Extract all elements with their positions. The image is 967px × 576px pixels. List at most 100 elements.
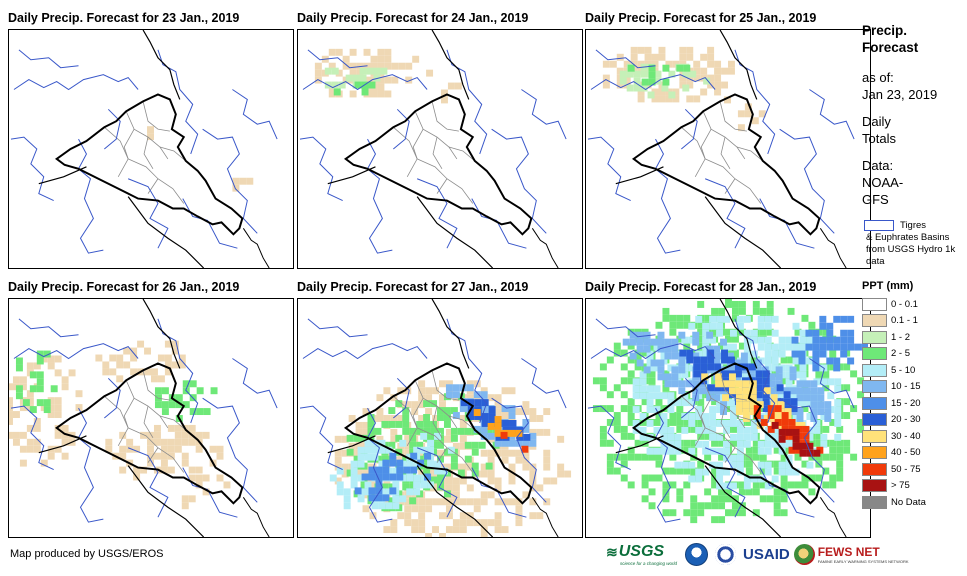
precip-cell: [723, 440, 730, 448]
precip-cell: [716, 419, 724, 427]
precip-cell: [776, 384, 784, 392]
precip-cell: [819, 350, 827, 358]
precip-cell: [829, 481, 837, 489]
precip-cell: [119, 445, 127, 453]
precip-cell: [599, 425, 607, 433]
precip-cell: [160, 459, 168, 467]
precip-cell: [794, 481, 802, 489]
precip-cell: [171, 340, 179, 348]
precip-field: [232, 177, 254, 192]
precip-cell: [376, 435, 384, 443]
precip-cell: [729, 413, 737, 420]
precip-cell: [646, 385, 654, 393]
precip-cell: [707, 356, 715, 364]
precip-cell: [168, 401, 176, 409]
precip-cell: [375, 473, 383, 481]
legend-title-line2: Forecast: [862, 40, 919, 55]
precip-cell: [826, 322, 834, 330]
precip-cell: [464, 455, 472, 463]
precip-cell: [716, 447, 724, 455]
precip-cell: [9, 411, 13, 418]
precip-cell: [202, 431, 210, 439]
basin-boundary: [595, 318, 656, 338]
precip-cell: [743, 475, 751, 483]
basin-boundary: [734, 49, 776, 155]
precip-cell: [413, 481, 421, 489]
precip-cell: [26, 362, 34, 370]
precip-cell: [522, 456, 530, 464]
ppt-class-label: 40 - 50: [891, 447, 921, 459]
precip-cell: [396, 459, 404, 467]
precip-cell: [613, 384, 621, 392]
precip-cell: [803, 394, 811, 402]
precip-cell: [437, 483, 444, 491]
precip-cell: [646, 392, 654, 400]
precip-cell: [443, 420, 451, 428]
precip-cell: [660, 392, 668, 400]
precip-cell: [47, 362, 55, 370]
province-boundary: [412, 128, 424, 160]
precip-cell: [440, 89, 448, 97]
basin-boundary: [681, 377, 698, 419]
precip-cell: [676, 488, 684, 496]
precip-cell: [376, 415, 384, 422]
precip-cell: [188, 474, 196, 482]
precip-cell: [418, 470, 426, 478]
precip-cell: [728, 67, 735, 75]
precip-cell: [639, 378, 647, 386]
precip-cell: [777, 401, 785, 409]
country-boundary: [615, 435, 664, 454]
usaid-logo-text: USAID: [743, 546, 790, 563]
basin-boundary: [654, 407, 681, 523]
precip-cell: [731, 502, 739, 510]
precip-cell: [353, 455, 361, 463]
precip-cell: [676, 412, 684, 419]
precip-cell: [439, 401, 446, 409]
precip-cell: [788, 432, 796, 440]
precip-cell: [529, 463, 537, 471]
precip-cell: [487, 491, 495, 499]
precip-cell: [144, 368, 151, 376]
precip-cell: [657, 338, 665, 346]
precip-cell: [729, 399, 737, 407]
precip-cell: [15, 392, 23, 400]
precip-cell: [375, 466, 383, 474]
precip-cell: [693, 74, 701, 82]
precip-cell: [646, 350, 654, 358]
ppt-class-label: 15 - 20: [891, 397, 921, 409]
precip-cell: [796, 408, 804, 416]
precip-cell: [648, 474, 656, 482]
precip-cell: [757, 343, 765, 351]
precip-cell: [646, 447, 654, 455]
precip-cell: [377, 62, 385, 70]
precip-cell: [788, 418, 796, 426]
precip-cell: [613, 342, 621, 350]
precip-cell: [402, 483, 410, 491]
basin-boundary: [182, 198, 238, 249]
precip-cell: [693, 60, 701, 68]
precip-cell: [743, 343, 751, 351]
precip-cell: [181, 502, 189, 510]
precip-cell: [380, 67, 388, 75]
precip-cell: [778, 440, 786, 448]
precip-cell: [764, 482, 772, 490]
precip-cell: [695, 315, 703, 323]
province-boundary: [700, 397, 712, 429]
precip-cell: [402, 407, 410, 415]
precip-cell: [515, 498, 523, 506]
precip-cell: [357, 495, 365, 503]
precip-cell: [799, 442, 807, 450]
precip-cell: [812, 350, 820, 358]
precip-cell: [662, 314, 670, 322]
precip-cell: [397, 512, 405, 520]
precip-cell: [404, 498, 412, 506]
precip-cell: [651, 95, 659, 103]
precip-cell: [627, 432, 635, 440]
precip-cell: [434, 467, 441, 475]
precip-cell: [418, 526, 426, 534]
precip-cell: [342, 62, 350, 70]
precip-cell: [801, 481, 809, 489]
province-boundary: [147, 178, 159, 194]
precip-cell: [432, 484, 440, 492]
